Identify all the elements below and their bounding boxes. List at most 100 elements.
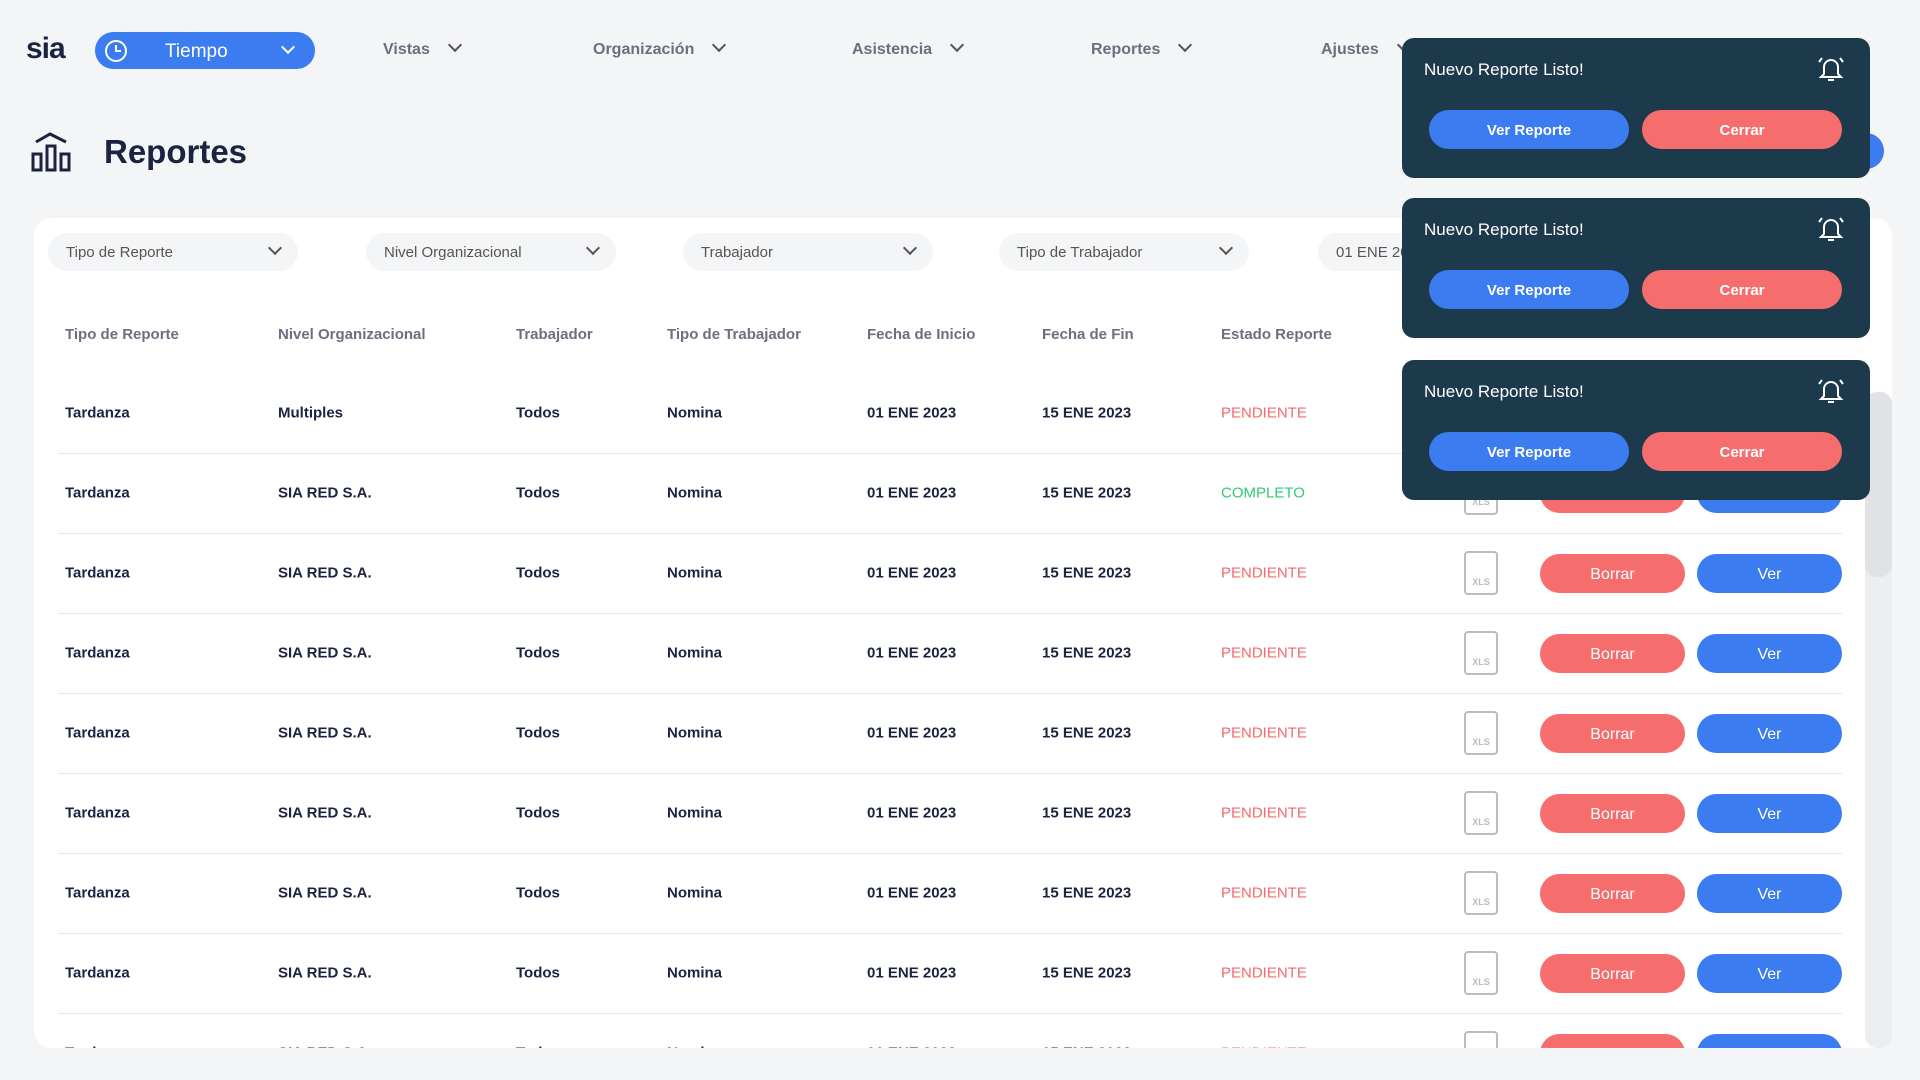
xls-icon[interactable]: XLS — [1464, 551, 1498, 595]
cell: Nomina — [667, 644, 723, 662]
delete-button[interactable]: Borrar — [1540, 874, 1685, 913]
delete-button[interactable]: Borrar — [1540, 794, 1685, 833]
view-report-button[interactable]: Ver Reporte — [1429, 270, 1629, 309]
cell: Todos — [516, 404, 560, 422]
cell: 01 ENE 2023 — [867, 644, 957, 662]
cell: Tardanza — [65, 564, 130, 582]
cell: Nomina — [667, 884, 723, 902]
cell: Tardanza — [65, 964, 130, 982]
view-button[interactable]: Ver — [1697, 794, 1842, 833]
cell: 15 ENE 2023 — [1042, 1045, 1131, 1049]
notification-title: Nuevo Reporte Listo! — [1424, 220, 1584, 239]
xls-icon[interactable]: XLS — [1464, 871, 1498, 915]
nav-item[interactable]: Asistencia — [852, 37, 965, 59]
cell: SIA RED S.A. — [278, 484, 372, 502]
row-separator — [58, 533, 1842, 534]
module-selector[interactable]: Tiempo — [95, 32, 315, 69]
cell: 01 ENE 2023 — [867, 1045, 956, 1049]
filter-dropdown[interactable]: Tipo de Trabajador — [999, 233, 1249, 271]
xls-icon[interactable]: XLS — [1464, 711, 1498, 755]
view-button[interactable]: Ver — [1697, 1034, 1842, 1048]
close-button[interactable]: Cerrar — [1642, 432, 1842, 471]
delete-button[interactable]: Borrar — [1540, 714, 1685, 753]
chevron — [1178, 37, 1193, 53]
view-button[interactable]: Ver — [1697, 634, 1842, 673]
cell: 15 ENE 2023 — [1042, 964, 1132, 982]
xls-icon[interactable]: XLS — [1464, 1031, 1498, 1048]
column-header: Estado Reporte — [1221, 326, 1332, 343]
xls-icon[interactable]: XLS — [1464, 631, 1498, 675]
close-button[interactable]: Cerrar — [1642, 110, 1842, 149]
cell: 01 ENE 2023 — [867, 964, 957, 982]
xls-icon[interactable]: XLS — [1464, 791, 1498, 835]
notification: Nuevo Reporte Listo! Ver Reporte Cerrar — [1402, 38, 1870, 178]
cell: 15 ENE 2023 — [1042, 884, 1132, 902]
filter-dropdown[interactable]: Trabajador — [683, 233, 933, 271]
filter-dropdown[interactable]: Tipo de Reporte — [48, 233, 298, 271]
close-button[interactable]: Cerrar — [1642, 270, 1842, 309]
status: PENDIENTE — [1221, 724, 1307, 742]
row-separator — [58, 1013, 1842, 1014]
nav-label: Asistencia — [852, 41, 933, 58]
cell: Tardanza — [65, 884, 130, 902]
cell: Tardanza — [65, 644, 130, 662]
filter-label: Tipo de Trabajador — [1017, 244, 1143, 261]
cell: 01 ENE 2023 — [867, 884, 957, 902]
column-header: Fecha de Fin — [1042, 326, 1134, 343]
nav-item[interactable]: Vistas — [383, 37, 462, 59]
chevron — [902, 240, 918, 256]
xls-icon[interactable]: XLS — [1464, 951, 1498, 995]
cell: SIA RED S.A. — [278, 724, 372, 742]
view-report-button[interactable]: Ver Reporte — [1429, 432, 1629, 471]
chevron — [280, 39, 296, 55]
delete-button[interactable]: Borrar — [1540, 554, 1685, 593]
clock-icon — [105, 40, 127, 62]
status: PENDIENTE — [1221, 964, 1307, 982]
cell: 01 ENE 2023 — [867, 484, 957, 502]
nav-item[interactable]: Organización — [593, 37, 727, 59]
nav-label: Organización — [593, 41, 695, 58]
status: PENDIENTE — [1221, 804, 1307, 822]
cell: 01 ENE 2023 — [867, 804, 957, 822]
status: PENDIENTE — [1221, 884, 1307, 902]
bell-icon — [1816, 376, 1846, 411]
status: PENDIENTE — [1221, 644, 1307, 662]
nav-item[interactable]: Ajustes — [1321, 37, 1411, 59]
cell: Todos — [516, 884, 560, 902]
view-button[interactable]: Ver — [1697, 714, 1842, 753]
delete-button[interactable]: Borrar — [1540, 634, 1685, 673]
notification-title: Nuevo Reporte Listo! — [1424, 382, 1584, 401]
cell: SIA RED S.A. — [278, 964, 372, 982]
cell: Todos — [516, 804, 560, 822]
column-header: Fecha de Inicio — [867, 326, 976, 343]
cell: SIA RED S.A. — [278, 884, 372, 902]
view-button[interactable]: Ver — [1697, 554, 1842, 593]
chevron — [585, 240, 601, 256]
notification: Nuevo Reporte Listo! Ver Reporte Cerrar — [1402, 198, 1870, 338]
nav-item[interactable]: Reportes — [1091, 37, 1193, 59]
status: COMPLETO — [1221, 484, 1305, 502]
delete-button[interactable]: Borrar — [1540, 954, 1685, 993]
chevron — [949, 37, 965, 53]
row-separator — [58, 773, 1842, 774]
cell: 01 ENE 2023 — [867, 724, 957, 742]
row-separator — [58, 453, 1842, 454]
filter-label: Tipo de Reporte — [66, 244, 174, 261]
cell: SIA RED S.A. — [278, 1045, 372, 1049]
notification: Nuevo Reporte Listo! Ver Reporte Cerrar — [1402, 360, 1870, 500]
cell: Todos — [516, 564, 560, 582]
delete-button[interactable]: Borrar — [1540, 1034, 1685, 1048]
view-button[interactable]: Ver — [1697, 874, 1842, 913]
cell: Tardanza — [65, 404, 130, 422]
cell: Todos — [516, 1045, 560, 1049]
row-separator — [58, 853, 1842, 854]
cell: 15 ENE 2023 — [1042, 484, 1132, 502]
status: PENDIENTE — [1221, 564, 1307, 582]
cell: SIA RED S.A. — [278, 564, 372, 582]
cell: 01 ENE 2023 — [867, 564, 957, 582]
filter-dropdown[interactable]: Nivel Organizacional — [366, 233, 616, 271]
row-separator — [58, 933, 1842, 934]
view-button[interactable]: Ver — [1697, 954, 1842, 993]
view-report-button[interactable]: Ver Reporte — [1429, 110, 1629, 149]
